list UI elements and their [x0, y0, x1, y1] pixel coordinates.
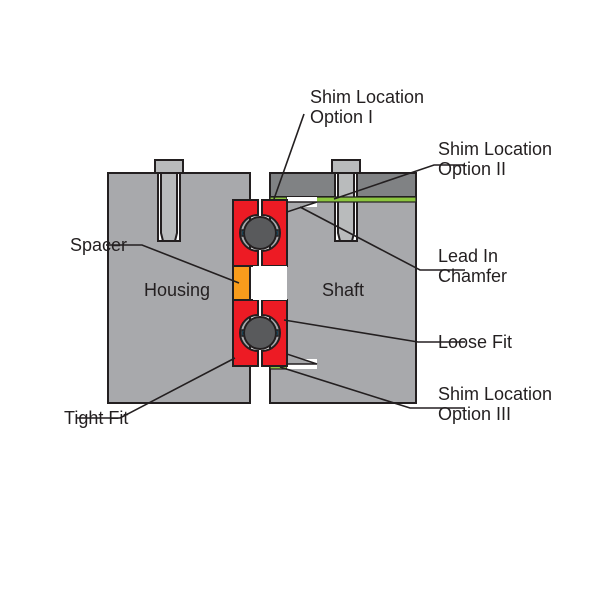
label-shim-3b: Option III	[438, 404, 511, 424]
label-shaft: Shaft	[322, 280, 364, 300]
label-shim-2: Shim Location	[438, 139, 552, 159]
label-housing: Housing	[144, 280, 210, 300]
label-chamfer: Chamfer	[438, 266, 507, 286]
housing-bolt	[155, 160, 183, 241]
label-tight-fit: Tight Fit	[64, 408, 128, 428]
bearing-ball-upper	[244, 217, 276, 249]
center-gap	[253, 266, 287, 300]
spacer	[233, 266, 250, 300]
label-lead-in: Lead In	[438, 246, 498, 266]
bearing-cross-section-diagram: Shim Location Option I Shim Location Opt…	[0, 0, 600, 600]
label-shim-1: Shim Location	[310, 87, 424, 107]
label-shim-1b: Option I	[310, 107, 373, 127]
label-spacer: Spacer	[70, 235, 127, 255]
bearing-ball-lower	[244, 317, 276, 349]
label-shim-3: Shim Location	[438, 384, 552, 404]
label-loose-fit: Loose Fit	[438, 332, 512, 352]
label-shim-2b: Option II	[438, 159, 506, 179]
